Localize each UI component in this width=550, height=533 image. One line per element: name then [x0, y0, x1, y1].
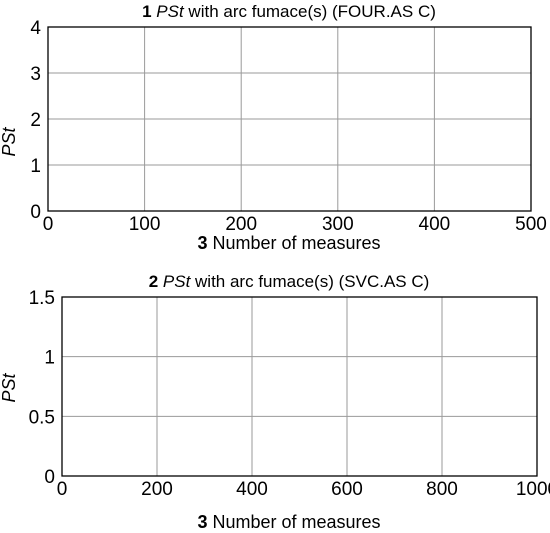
chart-1-title-symbol: PSt: [156, 2, 185, 21]
chart-1-x-tick-label: 200: [225, 214, 257, 235]
chart-2-plot-frame: [61, 296, 538, 477]
chart-2-x-tick-label: 400: [236, 479, 268, 500]
chart-1-y-tick-label: 4: [30, 18, 41, 39]
chart-1-x-ticks: 0 100 200 300 400 500: [43, 214, 547, 235]
chart-1-x-axis-label: 3 Number of measures: [197, 233, 380, 253]
chart-1-y-axis-label: PSt: [0, 126, 19, 156]
chart-1-x-tick-label: 100: [129, 214, 161, 235]
chart-1-plot-frame: [47, 26, 532, 212]
chart-1-x-tick-label: 0: [43, 214, 54, 235]
chart-2-y-tick-label: 1: [44, 348, 55, 369]
chart-1-xlabel-number: 3: [197, 233, 207, 253]
chart-1-grid: [48, 27, 531, 211]
chart-1-title: 1 PSt with arc fumace(s) (FOUR.AS C): [142, 2, 436, 21]
chart-2-grid: [62, 297, 537, 476]
chart-1-title-text: with arc fumace(s) (FOUR.AS C): [184, 2, 436, 21]
chart-2-xlabel-text: Number of measures: [212, 512, 380, 532]
chart-1-x-tick-label: 400: [419, 214, 451, 235]
chart-2-y-ticks: 0 0.5 1 1.5: [29, 288, 55, 488]
chart-2-x-axis-label: 3 Number of measures: [197, 512, 380, 532]
chart-1: 1 PSt with arc fumace(s) (FOUR.AS C) 0 10…: [0, 2, 547, 253]
chart-2-x-tick-label: 600: [331, 479, 363, 500]
chart-1-y-tick-label: 3: [30, 64, 41, 85]
chart-1-y-tick-label: 1: [30, 156, 41, 177]
chart-1-y-tick-label: 2: [30, 110, 41, 131]
chart-2-y-tick-label: 1.5: [29, 288, 55, 309]
chart-2-x-tick-label: 200: [141, 479, 173, 500]
chart-2-title-text: with arc fumace(s) (SVC.AS C): [190, 272, 429, 291]
chart-2-title-number: 2: [149, 272, 158, 291]
chart-2-xlabel-number: 3: [197, 512, 207, 532]
chart-2: 2 PSt with arc fumace(s) (SVC.AS C) 0 200…: [0, 272, 550, 532]
chart-1-y-tick-label: 0: [30, 202, 41, 223]
chart-1-xlabel-text: Number of measures: [212, 233, 380, 253]
chart-2-x-tick-label: 800: [426, 479, 458, 500]
chart-2-title: 2 PSt with arc fumace(s) (SVC.AS C): [149, 272, 430, 291]
chart-1-title-number: 1: [142, 2, 151, 21]
chart-2-y-tick-label: 0: [44, 467, 55, 488]
chart-2-x-tick-label: 0: [57, 479, 68, 500]
chart-2-title-symbol: PSt: [163, 272, 192, 291]
chart-2-y-tick-label: 0.5: [29, 407, 55, 428]
chart-2-y-axis-label: PSt: [0, 372, 19, 402]
chart-1-y-ticks: 0 1 2 3 4: [30, 18, 41, 223]
chart-1-x-tick-label: 300: [322, 214, 354, 235]
chart-1-x-tick-label: 500: [515, 214, 547, 235]
